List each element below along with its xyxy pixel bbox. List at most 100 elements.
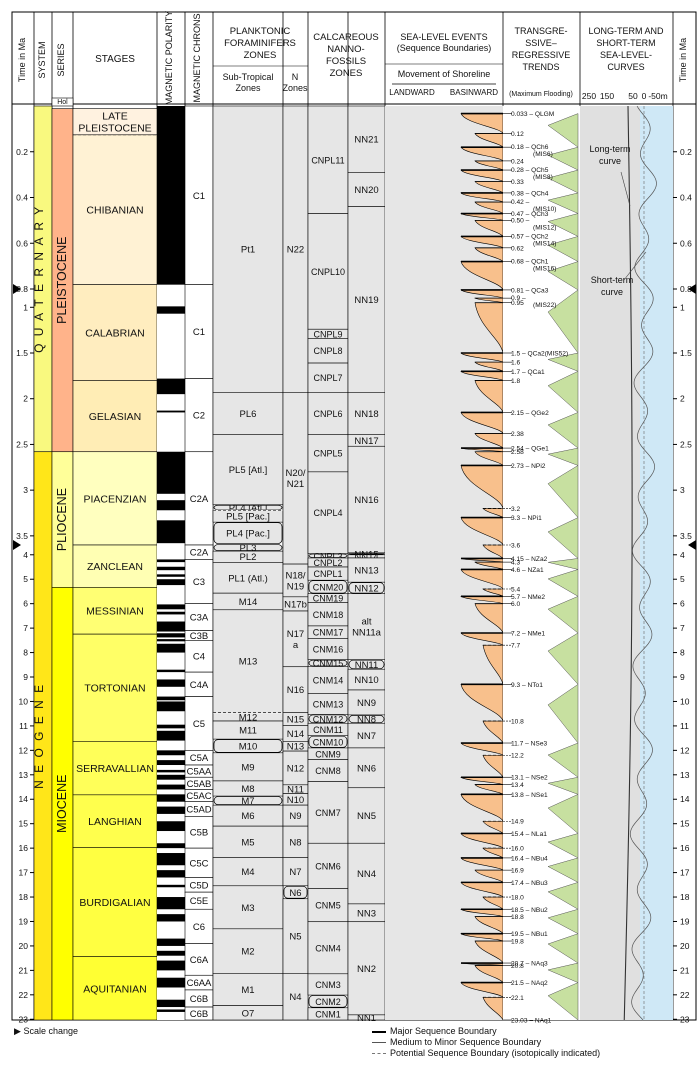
major-line-icon [372,1030,386,1033]
plank-header: ZONES [244,50,277,61]
polarity-normal-band [157,410,185,413]
sequence-label: 0.62 [511,245,524,252]
system-label: N E O G E N E [32,683,46,789]
stage-band [72,380,158,453]
zone-box [307,921,349,975]
zone-box [347,172,386,207]
series-header: SERIES [56,43,66,76]
time-label-right: 0.8 [680,284,692,294]
zone-label: CNM1 [315,1009,341,1019]
legend-scale-change-label: Scale change [23,1026,78,1036]
sequence-label: 3.6 [511,543,520,550]
trend-triangle [547,962,579,983]
trend-triangle [547,982,579,1021]
polarity-normal-band [157,559,185,563]
trend-triangle [547,169,579,194]
time-label-left: 12 [19,745,29,755]
sequence-label: 2.38 [511,431,524,438]
curve-scale-top: 50 [628,91,638,101]
chron-band [184,284,214,379]
time-label-left: 5 [23,574,28,584]
nanno-header: CALCAREOUS [313,32,378,43]
sequence-label: 2.15 – QGe2 [511,410,549,417]
sequence-label: 0.42 – [511,199,530,206]
stage-label: BURDIGALIAN [79,897,150,909]
holocene-label: Hol [57,99,68,106]
zone-box [212,928,284,974]
sequence-label: 0.38 – QCh4 [511,190,549,197]
time-label-right: 9 [680,672,685,682]
sequence-label: 21.5 – NAq2 [511,980,548,987]
time-label-right: 20 [680,941,690,951]
zone-label: CNPL9 [313,329,342,339]
zone-box [307,338,349,364]
time-label-left: 0.4 [16,193,28,203]
sequence-label: 9.3 – NTo1 [511,682,543,689]
polarity-normal-band [157,621,185,632]
trend-triangle [547,683,579,744]
stage-label: CHIBANIAN [86,205,143,217]
long-term-curve [623,105,633,1021]
zone-label: N14 [287,729,304,740]
zone-label: CNM10 [313,737,344,747]
chron-label: C3B [190,631,208,642]
chron-label: C5B [190,828,208,839]
zone-label: CNPL11 [311,155,344,165]
time-label-left: 14 [19,794,29,804]
polarity-normal-band [157,977,185,988]
sequence-label: 0.57 – QCh2 [511,233,549,240]
time-label-left: 9 [23,672,28,682]
sequence-label: 4.3 [511,560,520,567]
polarity-normal-band [157,853,185,866]
zone-label: M9 [241,762,254,773]
legend-minor: Medium to Minor Sequence Boundary [372,1037,541,1048]
zone-box [213,739,283,753]
zone-label: PL1 (Atl.) [228,573,268,584]
nannofossil-nn-zones: NN21NN20NN19NN18NN17NN16NN15NN14NN13NN12… [347,105,386,1024]
legend-potential: Potential Sequence Boundary (isotopicall… [372,1048,600,1059]
zone-box [212,752,284,782]
sequence-label: 1.7 – QCa1 [511,369,545,376]
chron-label: C6A [190,955,209,966]
sequence-label: 18.5 – NBu2 [511,907,548,914]
time-label-left: 15 [19,819,29,829]
polarity-normal-band [157,950,185,956]
plank-subtropical-header: Zones [235,83,261,93]
sequence-label: 12.2 [511,753,524,760]
zone-label: NN16 [354,495,378,506]
trend-header: SSIVE– [525,38,557,48]
zone-label: PL3 [240,543,257,554]
time-label-left: 4 [23,550,28,560]
sequence-label: 16.9 [511,868,524,875]
zone-label: N18/ [285,570,305,581]
sequence-label: 15.4 – NLa1 [511,831,547,838]
zone-label: N6 [289,888,301,899]
zone-label: CNM15 [313,659,344,669]
time-label-left: 19 [19,916,29,926]
short-term-label: curve [601,287,623,297]
zone-label: PL2 [240,552,257,563]
curve-scale-top: 0 [642,91,647,101]
zone-box [308,714,348,724]
zone-label: CNM5 [315,901,341,911]
zone-label: CNPL6 [313,409,342,419]
stage-band [72,544,158,588]
polarity-normal-band [157,914,185,922]
chron-label: C3 [193,577,205,588]
time-label-left: 2.5 [16,439,28,449]
zone-label: CNM3 [315,980,341,990]
zone-label: alt [361,617,371,628]
trend-triangle [547,857,579,883]
zone-box [347,392,386,435]
stage-label: ZANCLEAN [87,561,143,573]
zone-label: CNPL8 [313,346,342,356]
sequence-label: 0.95 [511,300,524,307]
trend-triangle [547,882,579,910]
sequence-label: 22.1 [511,995,524,1002]
sequence-label: 4.15 – NZa2 [511,556,548,563]
sea-level-events [385,106,504,1021]
chron-label: C5AC [186,791,211,802]
sea-header: (Sequence Boundaries) [397,43,492,53]
polarity-normal-band [157,821,185,832]
